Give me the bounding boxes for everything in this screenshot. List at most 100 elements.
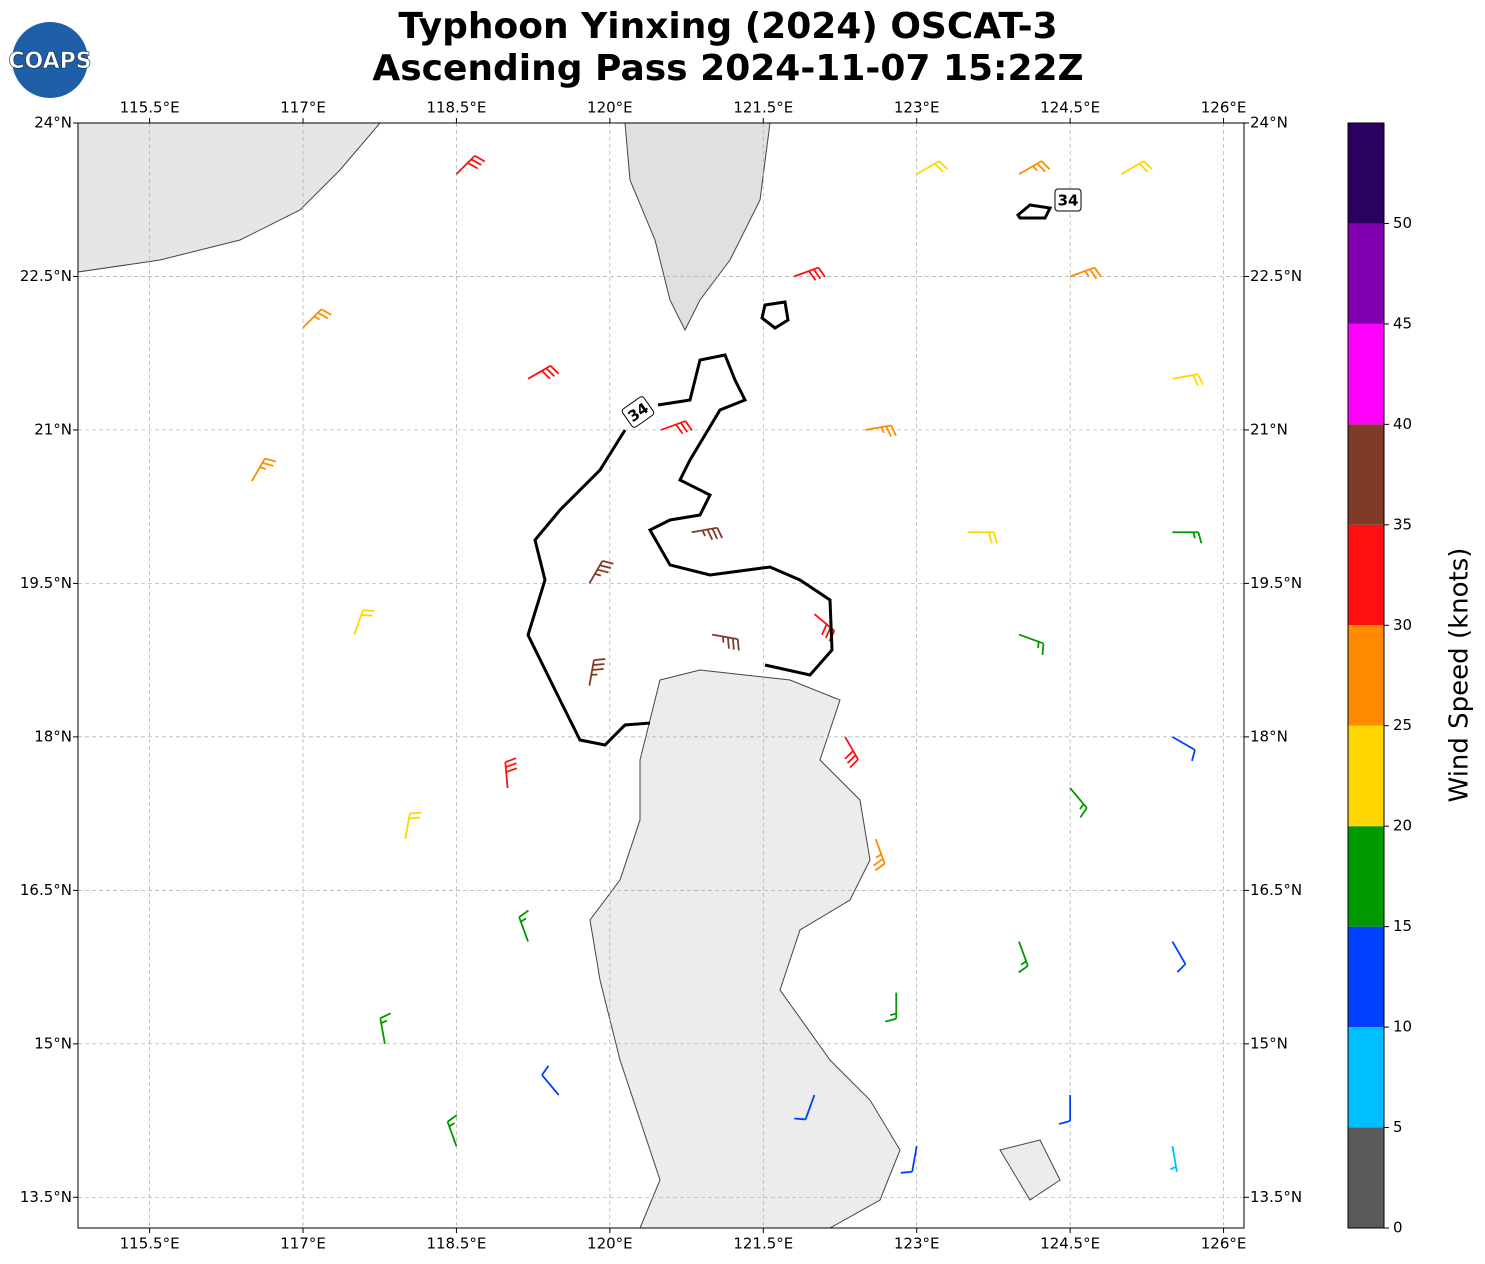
wind-barb — [455, 154, 486, 175]
x-tick-label: 121.5°E — [733, 99, 793, 117]
contours — [526, 203, 1053, 747]
x-tick-label: 117°E — [280, 99, 326, 117]
x-tick-label: 118.5°E — [426, 1235, 486, 1253]
contour-line — [1016, 203, 1053, 220]
wind-barb — [379, 1012, 392, 1044]
wind-barb — [794, 1094, 816, 1121]
wind-barb — [446, 1114, 458, 1147]
x-tick-label: 115.5°E — [120, 99, 180, 117]
y-tick-label: 13.5°N — [1250, 1188, 1302, 1206]
wind-barb — [1172, 531, 1203, 544]
wind-barb — [967, 531, 998, 544]
land-china — [77, 122, 382, 273]
colorbar-tick-label: 10 — [1393, 1018, 1412, 1036]
y-tick-label: 16.5°N — [20, 881, 72, 899]
colorbar-tick-label: 15 — [1393, 917, 1412, 935]
land-island — [999, 1139, 1061, 1201]
wind-barb — [865, 424, 897, 437]
colorbar-segment — [1348, 826, 1384, 927]
wind-barb — [1018, 941, 1029, 974]
x-tick-label: 120°E — [587, 99, 633, 117]
contour-line — [647, 353, 834, 677]
x-tick-label: 121.5°E — [733, 1235, 793, 1253]
contour-line — [760, 300, 790, 330]
colorbar-tick-label: 35 — [1393, 515, 1412, 533]
y-tick-label: 24°N — [34, 114, 72, 132]
wind-barb — [844, 736, 859, 769]
wind-barb — [1170, 1145, 1178, 1172]
wind-barb — [251, 457, 277, 482]
wind-barb — [1171, 736, 1196, 762]
x-tick-label: 118.5°E — [426, 99, 486, 117]
wind-barb — [1018, 160, 1051, 175]
y-tick-label: 13.5°N — [20, 1188, 72, 1206]
wind-barb — [353, 609, 375, 635]
title-line-1: Typhoon Yinxing (2024) OSCAT-3 — [398, 6, 1057, 47]
x-tick-label: 126°E — [1201, 99, 1247, 117]
wind-barb — [302, 308, 332, 329]
wind-barb — [404, 811, 422, 840]
colorbar-segment — [1348, 123, 1384, 224]
x-tick-label: 120°E — [587, 1235, 633, 1253]
map-frame — [77, 122, 1245, 1229]
wind-barb — [527, 365, 560, 380]
wind-barb — [1018, 633, 1045, 655]
wind-barb — [588, 658, 606, 686]
colorbar-segment — [1348, 524, 1384, 626]
x-tick-label: 123°E — [894, 1235, 940, 1253]
colorbar-segment — [1348, 1027, 1384, 1128]
y-tick-label: 18°N — [34, 727, 72, 745]
title-line-2: Ascending Pass 2024-11-07 15:22Z — [372, 48, 1083, 89]
land-taiwan — [624, 122, 771, 332]
wind-barb — [1069, 787, 1088, 818]
wind-barbs — [251, 154, 1204, 1174]
x-tick-label: 117°E — [280, 1235, 326, 1253]
colorbar-segment — [1348, 424, 1384, 525]
colorbar-tick-label: 30 — [1393, 616, 1412, 634]
wind-barb — [504, 757, 518, 789]
wind-barb — [916, 160, 948, 175]
y-tick-label: 24°N — [1250, 114, 1288, 132]
x-tick-label: 124.5°E — [1040, 1235, 1100, 1253]
wind-barb — [1171, 941, 1187, 973]
wind-barb — [691, 526, 723, 541]
wind-barb — [1120, 160, 1153, 175]
colorbar-tick-label: 25 — [1393, 716, 1412, 734]
contour-label-box — [621, 396, 655, 428]
wind-barb — [711, 633, 740, 651]
wind-barb — [588, 560, 614, 584]
x-tick-label: 126°E — [1201, 1235, 1247, 1253]
wind-barb — [660, 420, 693, 435]
logo: COAPS — [8, 22, 92, 98]
contour-label-text: 34 — [1058, 192, 1079, 210]
wind-barb — [793, 266, 826, 281]
colorbar-tick-label: 40 — [1393, 415, 1412, 433]
y-tick-label: 21°N — [1250, 420, 1288, 438]
colorbar-tick-label: 50 — [1393, 214, 1412, 232]
y-tick-label: 22.5°N — [1250, 267, 1302, 285]
wind-barb — [518, 909, 529, 942]
x-tick-label: 115.5°E — [120, 1235, 180, 1253]
y-tick-label: 19.5°N — [20, 574, 72, 592]
colorbar-tick-label: 0 — [1393, 1219, 1403, 1237]
colorbar-segment — [1348, 223, 1384, 324]
wind-barb — [1069, 266, 1102, 280]
wind-barb — [1172, 373, 1204, 386]
colorbar-tick-label: 20 — [1393, 817, 1412, 835]
wind-barb — [873, 838, 886, 871]
colorbar: 0 5 10 15 20 25 30 35 40 45 50 — [1347, 122, 1412, 1237]
colorbar-segment — [1348, 725, 1384, 827]
colorbar-segment — [1348, 926, 1384, 1028]
y-tick-label: 19.5°N — [1250, 574, 1302, 592]
y-tick-label: 18°N — [1250, 727, 1288, 745]
wind-barb — [1058, 1094, 1072, 1125]
wind-barb — [900, 1145, 918, 1174]
y-tick-label: 21°N — [34, 420, 72, 438]
x-tick-label: 124.5°E — [1040, 99, 1100, 117]
wind-barb — [885, 992, 898, 1023]
x-tick-label: 123°E — [894, 99, 940, 117]
colorbar-label: Wind Speed (knots) — [1445, 548, 1475, 803]
y-tick-label: 15°N — [1250, 1034, 1288, 1052]
contour-line — [526, 429, 651, 747]
wind-barb — [541, 1065, 560, 1096]
